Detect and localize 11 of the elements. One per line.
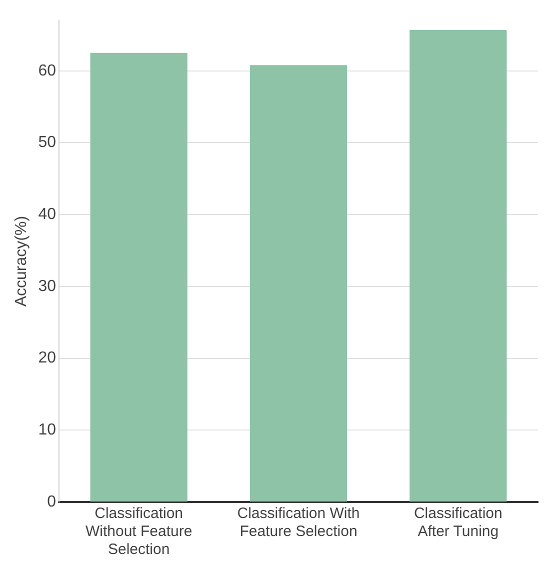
y-axis-title: Accuracy(%) <box>13 216 30 307</box>
y-tick-label: 60 <box>38 62 56 80</box>
y-tick-label: 0 <box>47 493 56 510</box>
y-tick-label: 10 <box>38 422 56 439</box>
y-tick-label: 50 <box>38 134 56 152</box>
y-tick-label: 20 <box>38 350 56 367</box>
x-tick-label: Classification Without Feature Selection <box>85 505 192 558</box>
y-tick-label: 30 <box>38 278 56 295</box>
x-tick-label: Classification After Tuning <box>414 505 502 540</box>
y-tick-label: 40 <box>38 206 56 224</box>
x-tick-label: Classification With Feature Selection <box>237 505 360 540</box>
